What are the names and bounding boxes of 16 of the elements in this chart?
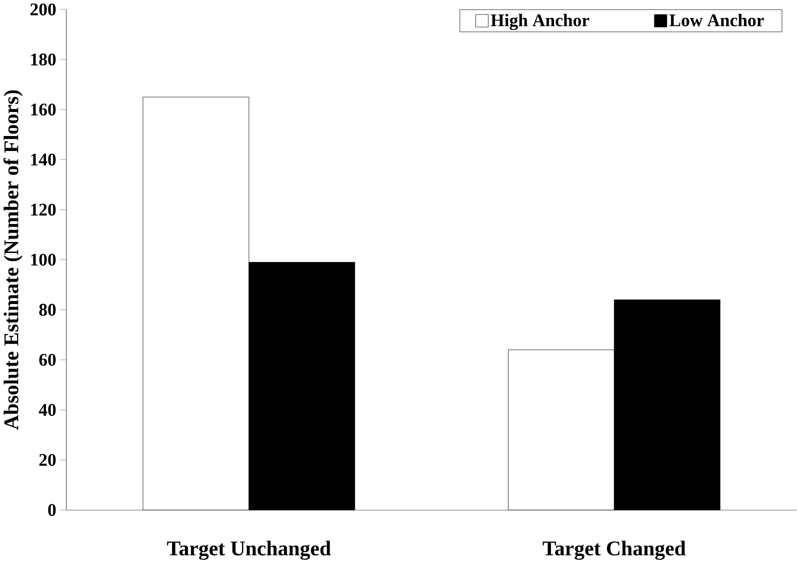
x-tick-label: Target Changed	[542, 540, 686, 560]
x-tick-label: Target Unchanged	[167, 540, 331, 560]
y-tick-label: 20	[39, 454, 56, 466]
legend-label: Low Anchor	[670, 14, 764, 26]
y-axis-title: Absolute Estimate (Number of Floors)	[3, 90, 23, 430]
y-tick-label: 140	[31, 153, 56, 166]
y-tick-label: 60	[39, 354, 56, 366]
y-tick-label: 100	[31, 254, 56, 266]
y-tick-label: 120	[31, 204, 56, 216]
y-tick-label: 200	[30, 3, 56, 16]
y-tick-label: 40	[38, 404, 56, 416]
legend-label: High Anchor	[490, 14, 590, 30]
y-tick-label: 0	[48, 504, 56, 516]
y-tick-label: 80	[39, 304, 56, 316]
y-tick-label: 160	[31, 103, 56, 116]
y-tick-label: 180	[31, 53, 56, 66]
